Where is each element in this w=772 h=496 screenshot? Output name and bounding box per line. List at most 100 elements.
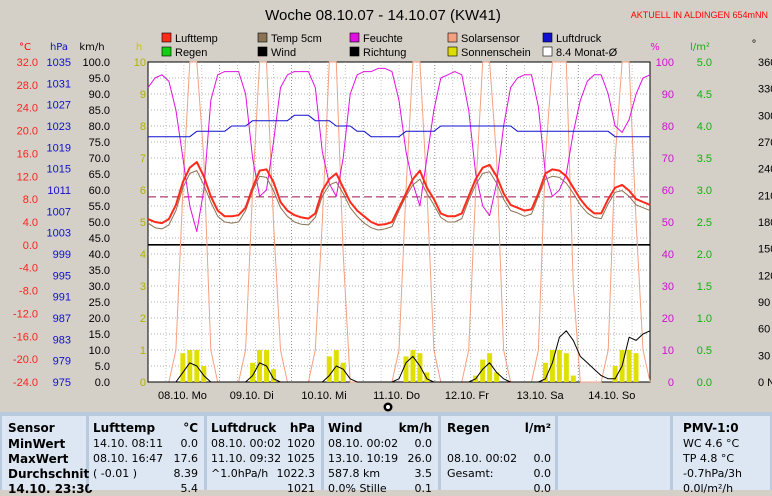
temp-axis-tick: 12.0: [17, 171, 38, 183]
x-axis-tick: 11.10. Do: [373, 390, 420, 402]
table-cell: 587.8 km: [328, 467, 381, 480]
legend-swatch: [447, 46, 458, 57]
temp-axis-tick: -20.0: [13, 354, 38, 366]
legend-swatch: [161, 46, 172, 57]
table-cell: -0.7hPa/3h: [683, 467, 742, 480]
table-section-pmv: PMV-1:0 WC 4.6 °C TP 4.8 °C -0.7hPa/3h 0…: [673, 416, 770, 495]
table-cell: 8.39: [173, 467, 199, 480]
humidity-axis-tick: 0: [668, 377, 674, 389]
sun-axis-tick: 5: [140, 217, 146, 229]
table-section-lufttemp: Lufttemp °C 14.10. 08:11 0.0 08.10. 16:4…: [89, 416, 204, 495]
temp-axis-tick: -4.0: [19, 263, 38, 275]
direction-axis-tick: 360 N: [758, 57, 772, 69]
temp-axis-tick: -12.0: [13, 308, 38, 320]
sensor-row-avg: Durchschnitt: [8, 467, 96, 481]
pressure-axis-tick: 995: [53, 270, 71, 282]
x-axis-tick: 10.10. Mi: [301, 390, 346, 402]
wind-axis-tick: 10.0: [89, 345, 110, 357]
pressure-axis-tick: 1027: [47, 100, 71, 112]
legend-swatch: [161, 32, 172, 43]
pressure-axis-tick: 979: [53, 356, 71, 368]
sunshine-bar: [340, 362, 346, 382]
table-cell: 0.1: [414, 482, 433, 495]
pressure-axis-tick: 975: [53, 377, 71, 389]
legend-swatch: [542, 32, 553, 43]
live-notice: AKTUELL IN ALDINGEN 654mNN: [631, 10, 768, 20]
sensor-row-min: MinWert: [8, 437, 66, 451]
humidity-axis-tick: 10: [662, 345, 674, 357]
sunshine-bar: [187, 350, 193, 382]
x-axis-tick: 08.10. Mo: [158, 390, 207, 402]
sunshine-bar: [542, 362, 548, 382]
table-cell: 0.0: [180, 437, 199, 450]
sunshine-bar: [633, 353, 639, 382]
series-layer: [147, 61, 651, 383]
x-axis-tick: 14.10. So: [588, 390, 635, 402]
legend-label: Sonnenschein: [461, 47, 531, 59]
rain-axis-tick: 0.0: [697, 377, 712, 389]
rain-axis-tick: 4.0: [697, 121, 712, 133]
x-axis-tick: 12.10. Fr: [445, 390, 489, 402]
pressure-axis-tick: 1003: [47, 228, 71, 240]
sunshine-bar: [424, 372, 430, 382]
legend-swatch: [542, 46, 553, 57]
legend-label: Regen: [175, 47, 207, 59]
table-cell: 17.6: [173, 452, 199, 465]
sun-axis-tick: 3: [140, 281, 146, 293]
wind-axis-tick: 25.0: [89, 297, 110, 309]
series-line-lufttemp: [147, 161, 651, 226]
table-cell: TP 4.8 °C: [683, 452, 735, 465]
direction-axis-tick: 240: [758, 164, 772, 176]
unit-celsius: °C: [19, 42, 31, 53]
direction-axis-tick: 330: [758, 84, 772, 96]
table-cell: 11.10. 09:32: [211, 452, 282, 465]
temp-axis-tick: -16.0: [13, 331, 38, 343]
sunshine-bar: [612, 366, 618, 382]
wind-axis-tick: 15.0: [89, 329, 110, 341]
regen-header: Regen: [447, 421, 490, 435]
table-cell: 08.10. 00:02: [211, 437, 282, 450]
table-cell: 1022.3: [276, 467, 316, 480]
unit-rain: l/m²: [690, 42, 710, 53]
temp-axis-tick: 4.0: [23, 217, 38, 229]
pressure-axis-tick: 1007: [47, 206, 71, 218]
series-line-temp-5cm: [147, 170, 651, 231]
lufttemp-header: Lufttemp: [93, 421, 156, 435]
sun-axis-tick: 9: [140, 89, 146, 101]
wind-axis-tick: 30.0: [89, 281, 110, 293]
temp-axis-tick: 8.0: [23, 194, 38, 206]
direction-axis-tick: 60: [758, 324, 770, 336]
sun-axis-tick: 10: [134, 57, 146, 69]
table-cell: WC 4.6 °C: [683, 437, 740, 450]
sensor-row-max: MaxWert: [8, 452, 69, 466]
sunshine-bar: [201, 366, 207, 382]
table-cell: 0.0l/m²/h: [683, 482, 734, 495]
pmv-header: PMV-1:0: [683, 421, 739, 435]
table-cell: 1021: [287, 482, 315, 495]
pressure-axis-tick: 1023: [47, 121, 71, 133]
sunshine-bar: [250, 362, 256, 382]
wind-axis-tick: 75.0: [89, 137, 110, 149]
regen-unit: l/m²: [524, 421, 551, 435]
pressure-axis-tick: 1015: [47, 164, 71, 176]
sunshine-bar: [480, 359, 486, 382]
sunshine-bar: [417, 353, 423, 382]
rain-axis-tick: 4.5: [697, 89, 712, 101]
table-cell: 08.10. 00:02: [447, 452, 518, 465]
sunshine-bar: [563, 353, 569, 382]
table-section-regen: Regen l/m² 08.10. 00:02 0.0 Gesamt: 0.0 …: [441, 416, 555, 495]
table-cell: ( -0.01 ): [93, 467, 138, 480]
sunshine-bar: [570, 375, 576, 382]
direction-axis-tick: 120: [758, 270, 772, 282]
humidity-axis-tick: 50: [662, 217, 674, 229]
sunshine-bar: [410, 350, 416, 382]
legend-swatch: [257, 32, 268, 43]
legend-swatch: [349, 46, 360, 57]
direction-axis-tick: 0 N: [758, 377, 772, 389]
rain-axis-tick: 1.5: [697, 281, 712, 293]
sun-axis-tick: 1: [140, 345, 146, 357]
temp-axis-tick: -24.0: [13, 377, 38, 389]
table-cell: 08.10. 00:02: [328, 437, 399, 450]
wind-axis-tick: 5.0: [95, 361, 110, 373]
unit-direction: °: [752, 39, 757, 50]
